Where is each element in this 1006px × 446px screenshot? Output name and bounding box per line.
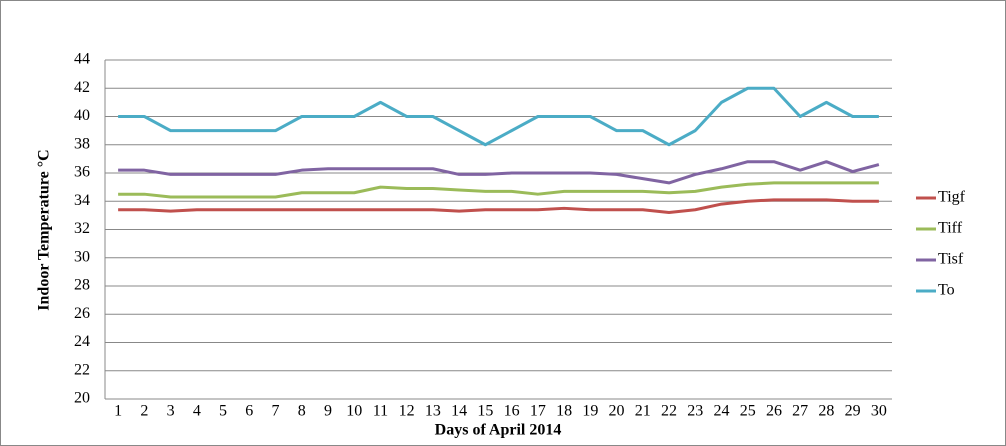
x-tick-label: 19 (582, 403, 598, 420)
y-tick-label: 32 (74, 220, 90, 237)
x-tick-label: 29 (845, 403, 861, 420)
x-tick-label: 7 (272, 403, 280, 420)
line-series (118, 86, 879, 147)
legend-label: Tisf (938, 251, 964, 268)
y-tick-label: 40 (74, 107, 90, 124)
x-tick-label: 30 (871, 403, 887, 420)
x-tick-label: 10 (346, 403, 362, 420)
y-tick-label: 28 (74, 277, 90, 294)
x-tick-label: 15 (477, 403, 493, 420)
x-tick-label: 9 (324, 403, 332, 420)
y-tick-label: 44 (74, 51, 90, 68)
x-tick-label: 27 (792, 403, 808, 420)
line-series (118, 181, 879, 199)
y-axis-title: Indoor Temperature °C (36, 149, 53, 310)
x-tick-label: 11 (373, 403, 388, 420)
y-tick-label: 36 (74, 164, 90, 181)
x-tick-label: 12 (399, 403, 415, 420)
x-tick-label: 5 (219, 403, 227, 420)
x-tick-label: 22 (661, 403, 677, 420)
line-series (118, 160, 880, 185)
x-tick-label: 16 (504, 403, 520, 420)
line-series (118, 198, 879, 215)
x-tick-label: 8 (298, 403, 306, 420)
legend-label: Tigf (938, 189, 966, 206)
y-tick-label: 30 (74, 248, 90, 265)
x-tick-label: 6 (245, 403, 253, 420)
x-tick-label: 3 (167, 403, 175, 420)
x-tick-label: 1 (114, 403, 122, 420)
x-axis-title: Days of April 2014 (435, 422, 562, 439)
y-tick-label: 42 (74, 79, 90, 96)
x-tick-label: 17 (530, 403, 546, 420)
x-tick-label: 4 (193, 403, 201, 420)
x-tick-label: 13 (425, 403, 441, 420)
x-tick-label: 25 (740, 403, 756, 420)
x-tick-label: 21 (635, 403, 651, 420)
y-tick-label: 20 (74, 390, 90, 407)
x-tick-label: 20 (609, 403, 625, 420)
y-tick-label: 22 (74, 361, 90, 378)
y-tick-label: 34 (74, 192, 90, 209)
x-tick-label: 2 (140, 403, 148, 420)
x-tick-label: 24 (713, 403, 729, 420)
x-tick-label: 26 (766, 403, 782, 420)
x-tick-label: 14 (451, 403, 467, 420)
x-tick-label: 28 (818, 403, 834, 420)
legend-label: To (938, 282, 955, 299)
y-tick-label: 38 (74, 135, 90, 152)
x-tick-label: 18 (556, 403, 572, 420)
x-tick-label: 23 (687, 403, 703, 420)
legend-label: Tiff (938, 220, 963, 237)
y-tick-label: 26 (74, 305, 90, 322)
y-tick-label: 24 (74, 333, 90, 350)
